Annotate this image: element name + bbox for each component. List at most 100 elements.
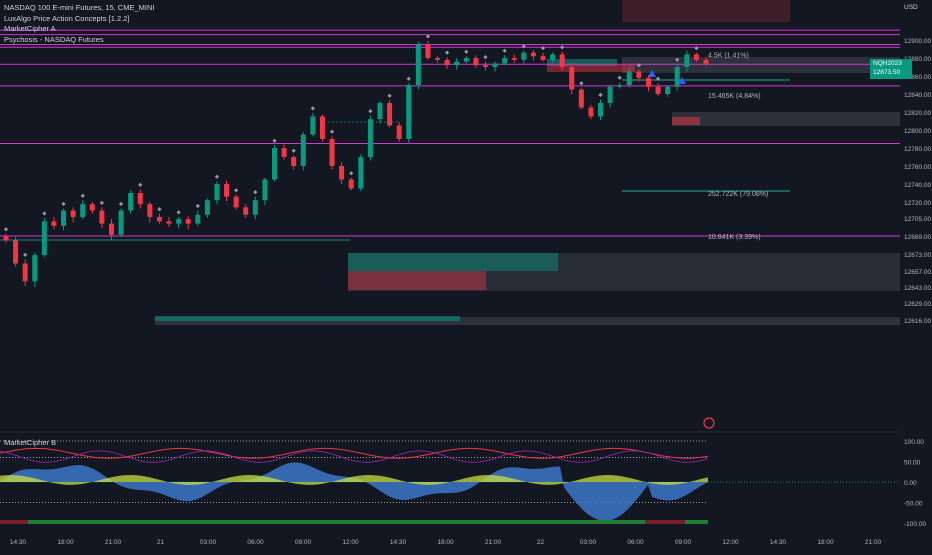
candle-body	[51, 221, 57, 226]
time-tick-label: 06:00	[627, 539, 644, 546]
diamond-marker	[61, 201, 66, 207]
osc-tick-label: 0.00	[904, 480, 917, 487]
candle-body	[684, 54, 690, 67]
candle-body	[406, 85, 412, 139]
diamond-marker	[387, 93, 392, 98]
diamond-marker	[23, 252, 28, 257]
candle-body	[636, 71, 642, 78]
candle-body	[425, 44, 431, 58]
time-tick-label: 03:00	[200, 539, 217, 546]
candle-body	[137, 193, 143, 205]
candle-body	[99, 210, 105, 224]
time-tick-label: 14:30	[10, 539, 27, 546]
candle-body	[176, 219, 182, 224]
diamond-marker	[118, 201, 124, 207]
symbol-title[interactable]: NASDAQ 100 E-mini Futures, 15, CME_MINI	[4, 3, 155, 12]
diamond-marker	[560, 45, 565, 50]
candle-body	[521, 52, 527, 60]
candle-body	[396, 125, 402, 139]
candle-body	[41, 221, 47, 256]
osc-tick-label: -50.00	[904, 501, 923, 508]
diamond-marker	[214, 174, 220, 179]
time-tick-label: 03:00	[580, 539, 597, 546]
candle-body	[271, 148, 277, 180]
candle-body	[300, 134, 306, 166]
time-tick-label: 18:00	[817, 539, 834, 546]
zone-top-red	[622, 0, 790, 22]
currency-label: USD	[904, 4, 918, 11]
osc-tick-label: 100.00	[904, 439, 924, 446]
triangle-marker	[678, 77, 686, 84]
candle-body	[674, 67, 680, 87]
candle-body	[377, 103, 383, 120]
zone-label-2: 252.722K (79.08%)	[708, 191, 768, 198]
candle-body	[195, 214, 201, 224]
price-axis-bg	[900, 0, 932, 550]
diamond-marker	[272, 138, 277, 143]
candle-body	[598, 103, 604, 117]
price-tick-label: 12720.00	[904, 200, 931, 207]
candle-body	[550, 54, 556, 60]
indicator-label-3[interactable]: Psychosis - NASDAQ Futures	[4, 34, 104, 44]
indicator-label-2[interactable]: MarketCipher A	[4, 24, 56, 34]
time-tick-label: 21:00	[865, 539, 882, 546]
candle-body	[435, 58, 441, 60]
diamond-marker	[157, 207, 162, 212]
price-tick-label: 12800.00	[904, 128, 931, 135]
money-flow-area	[0, 475, 708, 485]
price-tick-label: 12643.00	[904, 285, 931, 292]
candle-body	[530, 52, 536, 57]
candle-body	[156, 216, 162, 222]
zone-label-1: 15.465K (4.84%)	[708, 93, 761, 100]
diamond-marker	[291, 148, 296, 153]
diamond-marker	[253, 189, 258, 195]
candle-body	[185, 219, 191, 224]
zone-green-top	[547, 59, 617, 66]
price-tick-label: 12740.00	[904, 182, 931, 189]
price-tick-label: 12840.00	[904, 92, 931, 99]
time-tick-label: 09:00	[295, 539, 312, 546]
candle-body	[588, 107, 594, 117]
price-tick-label: 12860.00	[904, 74, 931, 81]
time-tick-label: 12:00	[722, 539, 739, 546]
candle-body	[128, 193, 134, 211]
candle-body	[70, 210, 76, 217]
candle-body	[444, 59, 450, 66]
candle-body	[80, 204, 86, 217]
candle-body	[617, 85, 623, 87]
candle-body	[291, 157, 297, 166]
candle-body	[204, 200, 210, 215]
candle-body	[511, 58, 517, 60]
zone-label-0: 4.5K (1.41%)	[708, 52, 749, 59]
diamond-marker	[329, 129, 335, 134]
bottom-strip	[0, 520, 708, 524]
candle-body	[492, 63, 498, 67]
candle-body	[224, 184, 230, 197]
diamond-marker	[617, 75, 622, 80]
candle-body	[22, 263, 28, 282]
price-tick-label: 12689.00	[904, 234, 931, 241]
candle-body	[233, 196, 239, 208]
diamond-marker	[540, 45, 546, 51]
rsi-line	[0, 447, 709, 459]
oscillator-legend[interactable]: MarketCipher B	[4, 438, 57, 447]
candle-body	[367, 119, 373, 157]
candle-body	[13, 240, 19, 264]
time-tick-label: 12:00	[342, 539, 359, 546]
last-price-badge: NQH2023 12873.50	[870, 58, 912, 79]
diamond-marker	[579, 81, 584, 86]
candle-body	[214, 184, 220, 201]
candle-body	[502, 58, 508, 64]
time-tick-label: 14:30	[390, 539, 407, 546]
bottom-strip-red	[0, 520, 28, 524]
indicator-label-1[interactable]: LuxAlgo Price Action Concepts [1.2.2]	[4, 13, 130, 23]
time-tick-label: 21:00	[105, 539, 122, 546]
diamond-marker	[80, 193, 85, 198]
candle-body	[118, 210, 124, 235]
time-tick-label: 22	[537, 539, 545, 546]
price-tick-label: 12760.00	[904, 164, 931, 171]
candle-body	[454, 61, 460, 66]
candle-body	[607, 86, 613, 103]
